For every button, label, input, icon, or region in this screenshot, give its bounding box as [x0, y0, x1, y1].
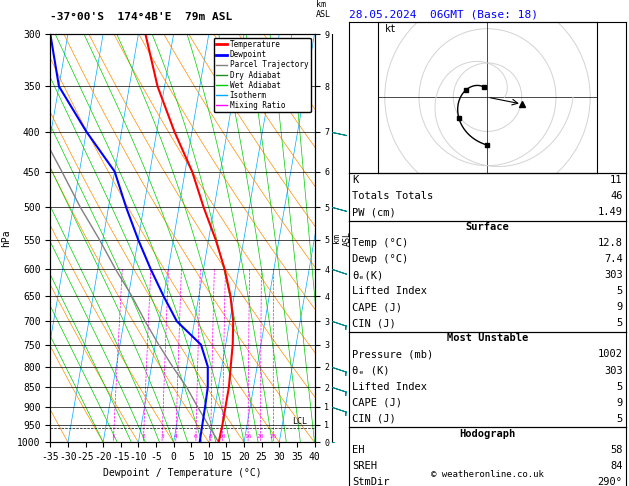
Text: Hodograph: Hodograph	[459, 429, 516, 439]
Text: StmDir: StmDir	[352, 477, 390, 486]
Text: Most Unstable: Most Unstable	[447, 333, 528, 344]
Y-axis label: hPa: hPa	[1, 229, 11, 247]
Text: © weatheronline.co.uk: © weatheronline.co.uk	[431, 469, 544, 479]
Text: 1.49: 1.49	[598, 207, 623, 217]
Text: km
ASL: km ASL	[316, 0, 331, 19]
Text: Surface: Surface	[465, 222, 509, 232]
Text: 8: 8	[209, 434, 213, 439]
Text: Dewp (°C): Dewp (°C)	[352, 254, 408, 264]
Text: 1002: 1002	[598, 349, 623, 360]
Text: 6: 6	[194, 434, 198, 439]
Text: 25: 25	[270, 434, 277, 439]
Text: CIN (J): CIN (J)	[352, 318, 396, 329]
Text: PW (cm): PW (cm)	[352, 207, 396, 217]
Text: 20: 20	[257, 434, 264, 439]
Text: CAPE (J): CAPE (J)	[352, 302, 402, 312]
Text: 58: 58	[610, 445, 623, 455]
Text: 10: 10	[219, 434, 226, 439]
Text: 12.8: 12.8	[598, 238, 623, 248]
Text: Pressure (mb): Pressure (mb)	[352, 349, 433, 360]
Text: Totals Totals: Totals Totals	[352, 191, 433, 201]
Text: 28.05.2024  06GMT (Base: 18): 28.05.2024 06GMT (Base: 18)	[349, 9, 538, 19]
Text: 11: 11	[610, 175, 623, 185]
Text: 84: 84	[610, 461, 623, 471]
Text: K: K	[352, 175, 359, 185]
Text: 5: 5	[616, 382, 623, 392]
Text: CAPE (J): CAPE (J)	[352, 398, 402, 408]
Text: 5: 5	[616, 286, 623, 296]
Text: θₑ (K): θₑ (K)	[352, 365, 390, 376]
Text: LCL: LCL	[292, 417, 308, 426]
X-axis label: Dewpoint / Temperature (°C): Dewpoint / Temperature (°C)	[103, 468, 262, 478]
Text: 7.4: 7.4	[604, 254, 623, 264]
Text: 303: 303	[604, 365, 623, 376]
Text: CIN (J): CIN (J)	[352, 414, 396, 424]
Y-axis label: km
ASL: km ASL	[332, 231, 352, 245]
Text: 9: 9	[616, 398, 623, 408]
Text: EH: EH	[352, 445, 365, 455]
Text: 1: 1	[111, 434, 115, 439]
Text: 3: 3	[160, 434, 164, 439]
Text: 9: 9	[616, 302, 623, 312]
Text: 303: 303	[604, 270, 623, 280]
Text: -37°00'S  174°4B'E  79m ASL: -37°00'S 174°4B'E 79m ASL	[50, 12, 233, 22]
Text: θₑ(K): θₑ(K)	[352, 270, 384, 280]
Text: 4: 4	[174, 434, 177, 439]
Text: Temp (°C): Temp (°C)	[352, 238, 408, 248]
Text: SREH: SREH	[352, 461, 377, 471]
Text: 5: 5	[616, 318, 623, 329]
Text: 46: 46	[610, 191, 623, 201]
Text: kt: kt	[385, 24, 396, 34]
Text: 16: 16	[244, 434, 252, 439]
Text: Lifted Index: Lifted Index	[352, 382, 427, 392]
Text: Lifted Index: Lifted Index	[352, 286, 427, 296]
Text: 5: 5	[616, 414, 623, 424]
Text: 2: 2	[142, 434, 145, 439]
Legend: Temperature, Dewpoint, Parcel Trajectory, Dry Adiabat, Wet Adiabat, Isotherm, Mi: Temperature, Dewpoint, Parcel Trajectory…	[214, 38, 311, 112]
Text: 290°: 290°	[598, 477, 623, 486]
